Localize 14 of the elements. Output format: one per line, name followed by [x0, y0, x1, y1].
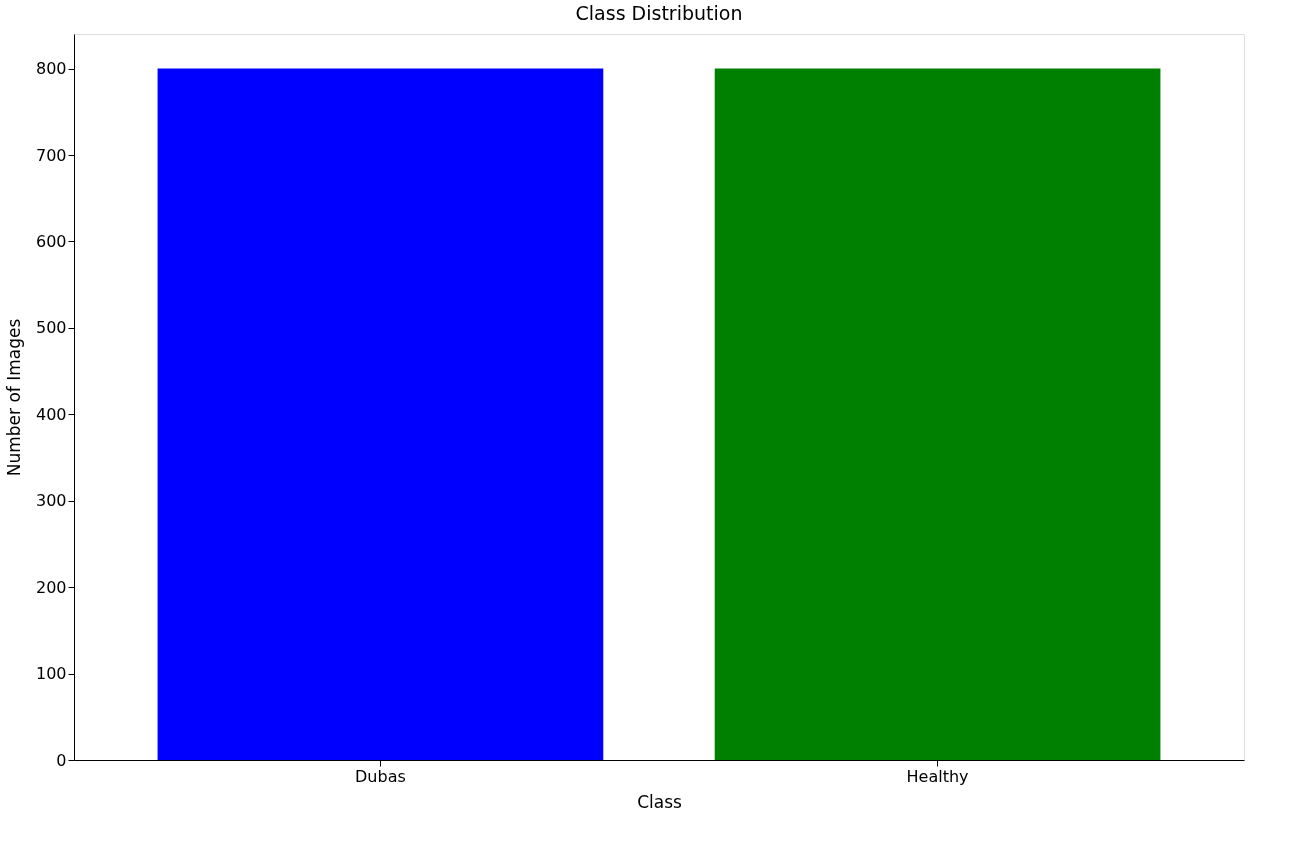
y-tick-label: 300: [35, 491, 67, 511]
y-tick-label: 600: [35, 231, 67, 251]
y-tick-label: 400: [35, 404, 67, 424]
y-tick-label: 0: [56, 750, 67, 770]
y-tick-label: 200: [35, 577, 67, 597]
x-tick-label: Dubas: [355, 766, 406, 786]
x-tick-label: Healthy: [906, 766, 969, 786]
chart-title: Class Distribution: [575, 2, 743, 24]
y-tick-label: 800: [35, 59, 67, 79]
x-axis-title: Class: [637, 791, 682, 812]
y-tick-label: 700: [35, 145, 67, 165]
y-tick-label: 500: [35, 318, 67, 338]
y-tick-label: 100: [35, 664, 67, 684]
y-axis-title: Number of Images: [3, 318, 24, 477]
